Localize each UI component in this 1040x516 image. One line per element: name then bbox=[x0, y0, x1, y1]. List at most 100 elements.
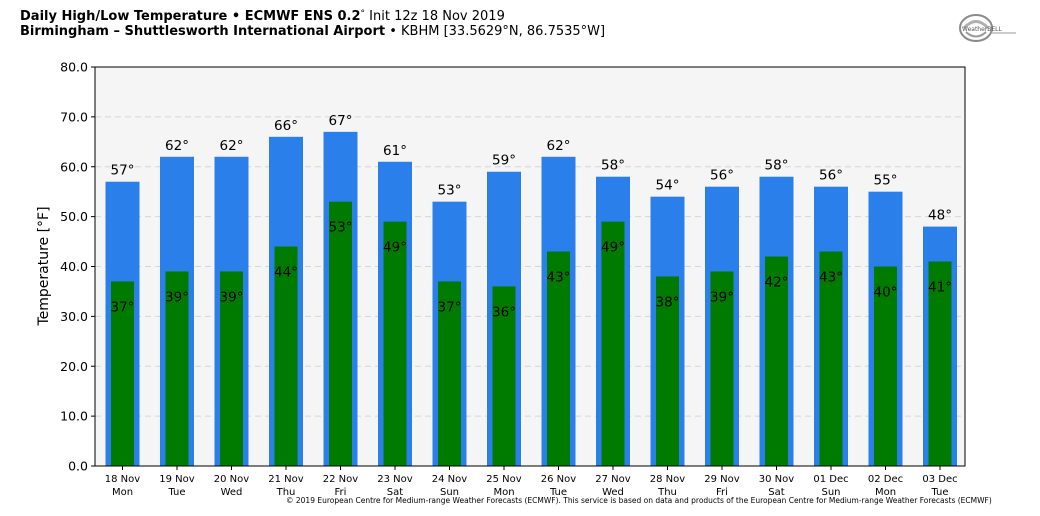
x-tick-day: Mon bbox=[493, 487, 514, 498]
x-tick-day: Sat bbox=[768, 487, 784, 498]
high-value-label: 56° bbox=[819, 168, 843, 184]
x-tick-date: 27 Nov bbox=[595, 474, 631, 485]
high-value-label: 48° bbox=[928, 208, 952, 224]
chart-title: Daily High/Low Temperature • ECMWF ENS 0… bbox=[20, 9, 505, 24]
bars bbox=[105, 131, 957, 467]
x-tick-day: Sun bbox=[821, 487, 840, 498]
x-tick-date: 28 Nov bbox=[650, 474, 686, 485]
high-value-label: 55° bbox=[874, 173, 898, 189]
low-bar bbox=[438, 281, 461, 466]
logo-text: WeatherBELL bbox=[962, 26, 1003, 33]
low-bar bbox=[656, 276, 679, 466]
x-tick-date: 01 Dec bbox=[813, 474, 848, 485]
y-tick-label: 80.0 bbox=[60, 60, 88, 75]
high-value-label: 61° bbox=[383, 143, 407, 159]
low-bar bbox=[710, 271, 734, 466]
x-tick-day: Thu bbox=[276, 487, 296, 498]
low-value-label: 49° bbox=[383, 240, 407, 256]
location-detail: • KBHM [33.5629°N, 86.7535°W] bbox=[385, 24, 606, 39]
x-tick-date: 20 Nov bbox=[214, 474, 250, 485]
high-value-label: 58° bbox=[765, 158, 789, 174]
x-tick-day: Wed bbox=[602, 487, 624, 498]
y-tick-label: 0.0 bbox=[68, 459, 88, 474]
x-tick-day: Tue bbox=[930, 487, 948, 498]
high-value-label: 58° bbox=[601, 158, 625, 174]
low-value-label: 39° bbox=[710, 289, 734, 305]
y-tick-label: 10.0 bbox=[60, 409, 88, 424]
low-value-label: 44° bbox=[274, 265, 298, 281]
y-tick-label: 40.0 bbox=[60, 259, 88, 274]
bar-labels: 57° 37° 62° 39° 62° 39° 66° 44° 67° 53° 61° 49° 53° 3… bbox=[111, 113, 952, 321]
x-tick-day: Wed bbox=[221, 487, 243, 498]
x-tick-date: 02 Dec bbox=[868, 474, 903, 485]
low-bar bbox=[111, 281, 134, 466]
x-tick-day: Fri bbox=[335, 487, 347, 498]
low-value-label: 39° bbox=[165, 289, 189, 305]
title-model: Daily High/Low Temperature • ECMWF ENS 0… bbox=[20, 9, 361, 24]
y-tick-label: 20.0 bbox=[60, 359, 88, 374]
copyright-notice: © 2019 European Centre for Medium-range … bbox=[286, 496, 992, 505]
x-tick-date: 24 Nov bbox=[432, 474, 468, 485]
title-init: Init 12z 18 Nov 2019 bbox=[365, 9, 505, 24]
high-value-label: 62° bbox=[220, 138, 244, 154]
x-tick-date: 23 Nov bbox=[377, 474, 413, 485]
x-tick-date: 03 Dec bbox=[922, 474, 957, 485]
x-tick-date: 22 Nov bbox=[323, 474, 359, 485]
low-value-label: 43° bbox=[547, 270, 571, 286]
y-axis: 0.0 10.0 20.0 30.0 40.0 50.0 60.0 70.0 80.0 bbox=[60, 60, 95, 474]
low-bar bbox=[928, 261, 952, 466]
x-tick-day: Mon bbox=[112, 487, 133, 498]
low-value-label: 36° bbox=[492, 304, 516, 320]
y-tick-label: 30.0 bbox=[60, 309, 88, 324]
low-value-label: 38° bbox=[656, 294, 680, 310]
x-tick-date: 21 Nov bbox=[268, 474, 304, 485]
weatherbell-logo-icon: WeatherBELL bbox=[959, 14, 1016, 42]
x-axis: 18 Nov Mon 19 Nov Tue 20 Nov Wed 21 Nov Thu 22 N… bbox=[105, 466, 958, 498]
chart-subtitle: Birmingham – Shuttlesworth International… bbox=[20, 24, 605, 39]
y-tick-label: 70.0 bbox=[60, 109, 88, 124]
high-value-label: 56° bbox=[710, 168, 734, 184]
low-bar bbox=[329, 201, 352, 466]
y-tick-label: 60.0 bbox=[60, 159, 88, 174]
x-tick-day: Thu bbox=[657, 487, 677, 498]
x-tick-date: 19 Nov bbox=[159, 474, 195, 485]
x-tick-day: Tue bbox=[167, 487, 185, 498]
high-value-label: 67° bbox=[329, 113, 353, 129]
x-tick-date: 30 Nov bbox=[759, 474, 795, 485]
high-value-label: 54° bbox=[656, 178, 680, 194]
x-tick-date: 18 Nov bbox=[105, 474, 141, 485]
low-value-label: 42° bbox=[765, 275, 789, 291]
low-value-label: 39° bbox=[220, 289, 244, 305]
low-bar bbox=[765, 256, 788, 466]
low-bar bbox=[819, 251, 843, 466]
low-bar bbox=[165, 271, 189, 466]
low-value-label: 49° bbox=[601, 240, 625, 256]
low-bar bbox=[274, 246, 298, 466]
x-tick-day: Sat bbox=[387, 487, 403, 498]
x-tick-date: 26 Nov bbox=[541, 474, 577, 485]
x-tick-day: Sun bbox=[440, 487, 459, 498]
low-value-label: 53° bbox=[329, 220, 353, 236]
low-value-label: 37° bbox=[438, 299, 462, 315]
x-tick-day: Tue bbox=[549, 487, 567, 498]
x-tick-day: Fri bbox=[716, 487, 728, 498]
x-tick-date: 29 Nov bbox=[704, 474, 740, 485]
low-bar bbox=[220, 271, 243, 466]
low-bar bbox=[601, 221, 625, 466]
high-value-label: 62° bbox=[165, 138, 189, 154]
high-value-label: 57° bbox=[111, 163, 135, 179]
high-value-label: 53° bbox=[438, 183, 462, 199]
low-bar bbox=[874, 266, 897, 466]
low-value-label: 37° bbox=[111, 299, 135, 315]
low-bar bbox=[492, 286, 516, 466]
high-value-label: 59° bbox=[492, 153, 516, 169]
low-value-label: 40° bbox=[874, 285, 898, 301]
low-value-label: 43° bbox=[819, 270, 843, 286]
x-tick-day: Mon bbox=[875, 487, 896, 498]
high-value-label: 62° bbox=[547, 138, 571, 154]
low-bar bbox=[547, 251, 570, 466]
low-value-label: 41° bbox=[928, 280, 952, 296]
high-value-label: 66° bbox=[274, 118, 298, 134]
low-bar bbox=[383, 221, 407, 466]
